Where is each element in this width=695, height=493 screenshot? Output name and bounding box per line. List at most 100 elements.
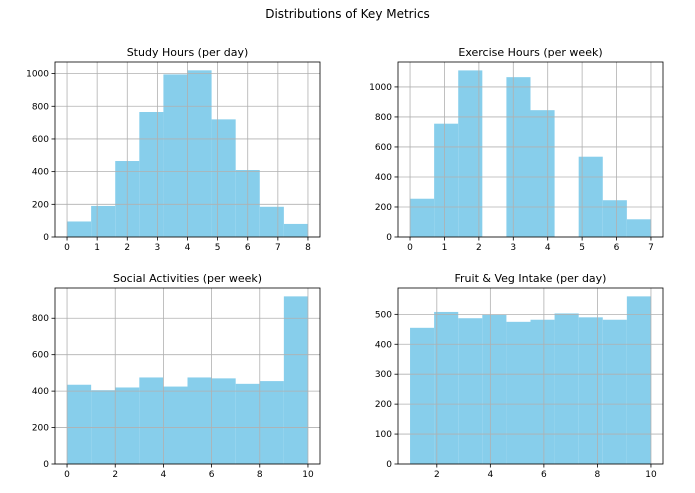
histogram-bar — [259, 206, 284, 237]
histogram-bars — [410, 296, 651, 464]
y-tick-label: 100 — [375, 430, 392, 440]
y-tick-label: 0 — [43, 460, 49, 470]
y-axis: 0 200 400 600 800 — [32, 314, 55, 470]
y-tick-label: 1000 — [26, 70, 49, 80]
histogram-bar — [259, 381, 284, 464]
x-tick-label: 8 — [595, 470, 601, 480]
histogram-bar — [602, 200, 627, 237]
subplot-grid: Study Hours (per day)0 1 2 3 4 5 6 7 80200400600… — [26, 46, 664, 480]
x-axis: 2 4 6 8 10 — [434, 464, 657, 480]
x-tick-label: 8 — [257, 470, 263, 480]
histogram-bar — [139, 377, 164, 464]
histogram-bar — [211, 119, 236, 237]
histogram-bars — [67, 296, 308, 464]
subplot-3: Social Activities (per week) 0 2 4 6 8 10 0 200 4… — [32, 272, 321, 480]
y-axis: 0 200 400 600 800 1000 — [26, 70, 55, 243]
axes-frame — [397, 287, 664, 465]
y-tick-label: 600 — [375, 143, 392, 153]
y-tick-label: 600 — [32, 351, 49, 361]
histogram-bar — [458, 318, 483, 464]
histogram-bar — [482, 314, 507, 464]
x-tick-label: 6 — [245, 243, 251, 253]
y-tick-label: 1000 — [369, 83, 392, 93]
x-tick-label: 3 — [155, 243, 161, 253]
x-tick-label: 0 — [407, 243, 413, 253]
y-tick-label: 400 — [32, 387, 49, 397]
histogram-bar — [283, 223, 308, 237]
y-tick-label: 200 — [375, 400, 392, 410]
x-tick-label: 1 — [442, 243, 448, 253]
subplot-2: Exercise Hours (per week) 0 1 2 3 4 5 6 7 0 200 400… — [369, 46, 664, 253]
axes-frame — [397, 61, 664, 238]
y-tick-label: 400 — [375, 340, 392, 350]
x-tick-label: 4 — [487, 470, 493, 480]
histogram-bar — [506, 321, 531, 464]
y-tick-label: 200 — [375, 203, 392, 213]
y-tick-label: 800 — [32, 314, 49, 324]
x-axis: 0 1 2 3 4 5 6 7 8 — [64, 237, 311, 253]
subplot-title: Study Hours (per day) — [127, 46, 249, 59]
histogram-bar — [283, 296, 308, 464]
subplot-title: Fruit & Veg Intake (per day) — [455, 272, 607, 285]
y-tick-label: 800 — [375, 113, 392, 123]
subplot-1: Study Hours (per day) 0 1 2 3 4 5 6 7 8 0 200 400 600… — [26, 46, 321, 253]
histogram-bar — [530, 319, 555, 464]
x-tick-label: 2 — [476, 243, 482, 253]
x-axis: 0 2 4 6 8 10 — [64, 464, 314, 480]
x-tick-label: 0 — [64, 470, 70, 480]
histogram-bar — [458, 70, 483, 237]
y-tick-label: 400 — [375, 173, 392, 183]
grid-lines — [398, 62, 663, 238]
histogram-bar — [434, 123, 459, 237]
x-tick-label: 3 — [510, 243, 516, 253]
x-tick-label: 8 — [305, 243, 311, 253]
histogram-bar — [410, 327, 435, 464]
x-tick-label: 10 — [302, 470, 314, 480]
y-tick-label: 200 — [32, 200, 49, 210]
y-tick-label: 300 — [375, 370, 392, 380]
histogram-bar — [91, 390, 116, 464]
x-tick-label: 2 — [434, 470, 440, 480]
x-tick-label: 0 — [64, 243, 70, 253]
y-axis: 0 200 400 600 800 1000 — [369, 83, 398, 243]
x-tick-label: 4 — [161, 470, 167, 480]
histogram-bar — [602, 319, 627, 464]
y-tick-label: 200 — [32, 424, 49, 434]
x-tick-label: 6 — [541, 470, 547, 480]
y-axis: 0 100 200 300 400 500 — [375, 310, 398, 470]
x-axis: 0 1 2 3 4 5 6 7 — [407, 237, 654, 253]
x-tick-label: 7 — [648, 243, 654, 253]
x-tick-label: 4 — [545, 243, 551, 253]
histogram-bar — [67, 384, 92, 464]
histogram-bar — [67, 221, 92, 237]
histogram-bar — [91, 205, 116, 237]
histogram-bar — [187, 377, 212, 464]
histogram-bar — [434, 311, 459, 464]
x-tick-label: 5 — [579, 243, 585, 253]
histogram-bar — [163, 386, 188, 464]
histogram-bar — [235, 383, 260, 464]
x-tick-label: 2 — [112, 470, 118, 480]
x-tick-label: 1 — [94, 243, 100, 253]
x-tick-label: 10 — [645, 470, 657, 480]
histogram-bar — [211, 378, 236, 464]
x-tick-label: 2 — [124, 243, 130, 253]
figure-suptitle: Distributions of Key Metrics — [265, 7, 430, 21]
axes-frame — [54, 287, 321, 465]
histogram-bar — [115, 387, 140, 464]
histogram-bar — [626, 296, 651, 464]
y-tick-label: 500 — [375, 310, 392, 320]
histogram-bar — [554, 313, 579, 464]
histogram-bar — [530, 110, 555, 237]
x-tick-label: 6 — [614, 243, 620, 253]
x-tick-label: 7 — [275, 243, 281, 253]
subplot-4: Fruit & Veg Intake (per day)2 4 6 8 10010020… — [375, 272, 664, 480]
histogram-bar — [410, 198, 435, 237]
x-tick-label: 6 — [209, 470, 215, 480]
y-tick-label: 0 — [43, 233, 49, 243]
y-tick-label: 400 — [32, 168, 49, 178]
histogram-bars — [67, 70, 308, 237]
y-tick-label: 600 — [32, 135, 49, 145]
y-tick-label: 800 — [32, 102, 49, 112]
